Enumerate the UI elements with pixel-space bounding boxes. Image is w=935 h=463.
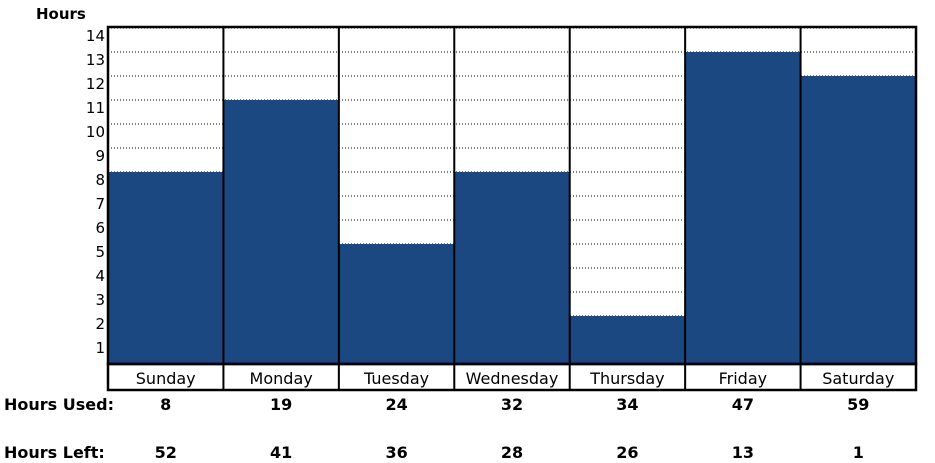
day-labels: Sunday Monday Tuesday Wednesday Thursday Frid… bbox=[136, 369, 895, 388]
hours-used-thursday: 34 bbox=[616, 395, 638, 414]
y-tick-label: 9 bbox=[95, 147, 105, 165]
hours-left-wednesday: 28 bbox=[501, 443, 523, 462]
day-label-sunday: Sunday bbox=[136, 369, 196, 388]
y-tick-label: 4 bbox=[95, 267, 105, 285]
y-tick-label: 10 bbox=[86, 123, 105, 141]
hours-left-tuesday: 36 bbox=[385, 443, 407, 462]
bar-saturday bbox=[800, 76, 916, 364]
hours-used-tuesday: 24 bbox=[385, 395, 407, 414]
row-label-hours-used: Hours Used: bbox=[4, 395, 114, 414]
hours-left-saturday: 1 bbox=[853, 443, 864, 462]
y-tick-label: 3 bbox=[95, 291, 105, 309]
hours-used-saturday: 59 bbox=[847, 395, 869, 414]
bar-tuesday bbox=[338, 244, 455, 364]
hours-left-sunday: 52 bbox=[155, 443, 177, 462]
y-tick-label: 7 bbox=[95, 195, 105, 213]
day-label-saturday: Saturday bbox=[822, 369, 894, 388]
y-tick-label: 6 bbox=[95, 219, 105, 237]
hours-used-monday: 19 bbox=[270, 395, 292, 414]
day-label-friday: Friday bbox=[719, 369, 768, 388]
row-label-hours-left: Hours Left: bbox=[4, 443, 105, 462]
day-row-border bbox=[106, 362, 918, 392]
hours-left-friday: 13 bbox=[732, 443, 754, 462]
y-axis-title: Hours bbox=[36, 5, 86, 23]
hours-used-sunday: 8 bbox=[160, 395, 171, 414]
hours-used-wednesday: 32 bbox=[501, 395, 523, 414]
day-label-monday: Monday bbox=[250, 369, 313, 388]
y-tick-label: 5 bbox=[95, 243, 105, 261]
y-tick-label: 11 bbox=[86, 99, 105, 117]
day-label-thursday: Thursday bbox=[589, 369, 664, 388]
y-tick-label: 1 bbox=[95, 339, 105, 357]
bar-thursday bbox=[569, 316, 686, 364]
hours-left-monday: 41 bbox=[270, 443, 292, 462]
y-tick-label: 2 bbox=[95, 315, 105, 333]
y-tick-label: 14 bbox=[86, 27, 105, 45]
hours-table: Hours Used: 8 19 24 32 34 47 59 Hours Left: 52 41 3… bbox=[4, 395, 869, 462]
hours-used-friday: 47 bbox=[732, 395, 754, 414]
y-tick-label: 13 bbox=[86, 51, 105, 69]
bars bbox=[108, 52, 916, 364]
bar-monday bbox=[223, 100, 339, 364]
y-tick-label: 12 bbox=[86, 75, 105, 93]
bar-friday bbox=[685, 52, 801, 364]
day-label-wednesday: Wednesday bbox=[466, 369, 559, 388]
day-label-tuesday: Tuesday bbox=[363, 369, 429, 388]
bar-sunday bbox=[108, 172, 224, 364]
y-tick-label: 8 bbox=[95, 171, 105, 189]
plot-frame bbox=[106, 25, 918, 392]
bar-wednesday bbox=[454, 172, 570, 364]
hours-left-thursday: 26 bbox=[616, 443, 638, 462]
